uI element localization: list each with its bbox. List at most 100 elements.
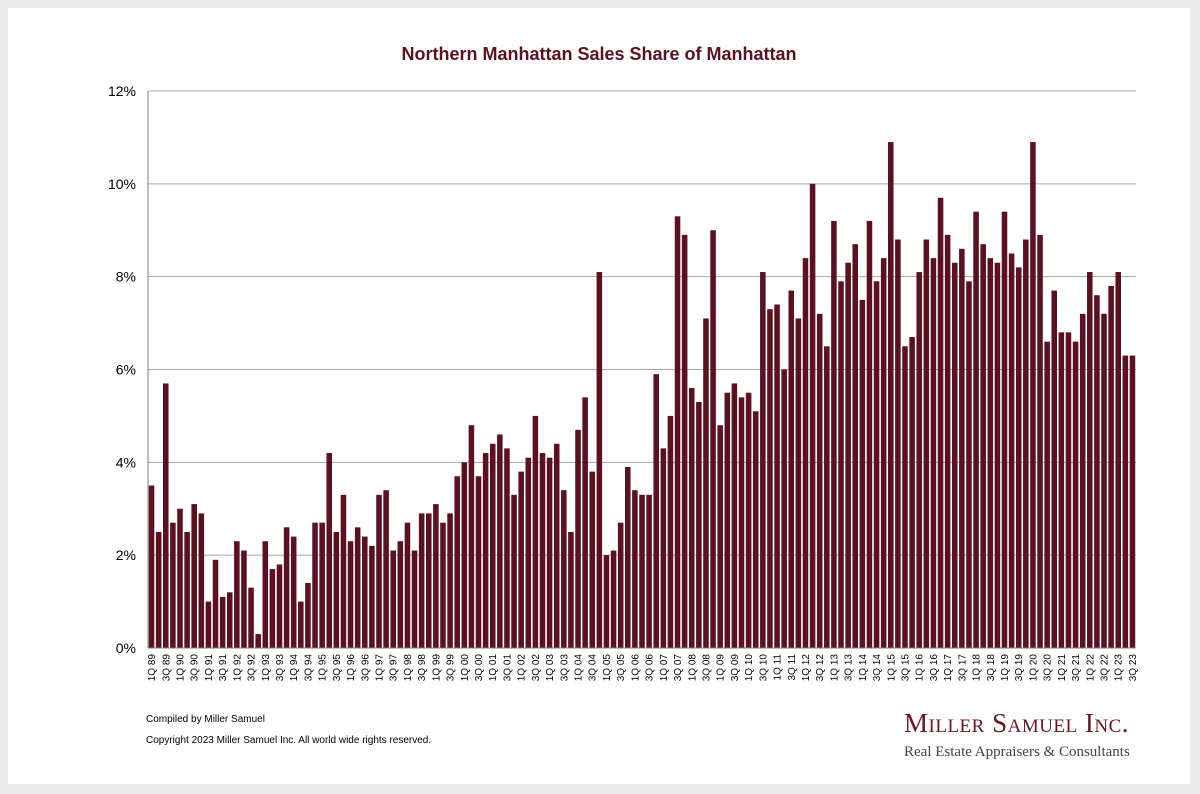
bar xyxy=(276,564,283,648)
x-tick-label: 3Q 22 xyxy=(1100,654,1111,682)
x-tick-label: 1Q 02 xyxy=(517,654,528,682)
bar xyxy=(696,401,702,648)
x-tick-label: 3Q 15 xyxy=(900,654,911,682)
bar xyxy=(710,230,716,648)
bar xyxy=(688,388,695,648)
bar xyxy=(148,485,155,648)
y-tick-label: 0% xyxy=(116,640,136,656)
bar xyxy=(859,299,866,648)
bar xyxy=(944,234,951,648)
axes xyxy=(147,91,1136,649)
bar xyxy=(731,383,738,648)
x-tick-label: 3Q 18 xyxy=(986,654,997,682)
x-tick-label: 3Q 94 xyxy=(303,654,314,682)
bar xyxy=(717,425,723,648)
bar xyxy=(845,262,851,648)
bar xyxy=(461,462,468,648)
x-tick-label: 3Q 01 xyxy=(502,654,513,682)
bar xyxy=(752,411,759,648)
y-tick-label: 2% xyxy=(116,547,136,563)
bar xyxy=(745,392,752,648)
y-tick-label: 12% xyxy=(108,83,136,99)
x-tick-label: 1Q 21 xyxy=(1057,654,1068,682)
x-tick-label: 3Q 21 xyxy=(1071,654,1082,682)
bar xyxy=(340,494,347,648)
bar xyxy=(667,415,674,648)
x-tick-label: 3Q 06 xyxy=(645,654,656,682)
bar xyxy=(1030,142,1036,648)
y-tick-label: 8% xyxy=(116,269,136,285)
bar xyxy=(482,453,489,648)
bar xyxy=(838,281,844,648)
bar xyxy=(497,434,503,648)
bar xyxy=(411,550,418,648)
bar xyxy=(354,527,361,648)
bar xyxy=(511,494,517,648)
bar xyxy=(916,272,922,648)
bar xyxy=(639,494,645,648)
bar xyxy=(248,587,254,648)
x-tick-label: 3Q 90 xyxy=(190,654,201,682)
x-tick-label: 1Q 11 xyxy=(773,654,784,681)
bar xyxy=(888,142,894,648)
x-tick-label: 1Q 06 xyxy=(630,654,641,682)
x-tick-label: 1Q 91 xyxy=(204,654,215,682)
bar xyxy=(980,244,986,649)
x-tick-label: 3Q 20 xyxy=(1043,654,1054,682)
bar xyxy=(674,216,681,648)
bar xyxy=(525,457,532,648)
x-tick-label: 3Q 98 xyxy=(417,654,428,682)
bars xyxy=(148,142,1136,649)
bar xyxy=(816,313,823,648)
bar xyxy=(966,281,972,648)
bar xyxy=(959,248,965,649)
bar xyxy=(568,531,574,648)
bar xyxy=(575,429,581,648)
x-tick-label: 3Q 93 xyxy=(275,654,286,682)
bar xyxy=(1094,295,1100,648)
bar xyxy=(518,471,524,648)
bar xyxy=(269,569,276,648)
bar xyxy=(1037,234,1043,648)
x-tick-label: 1Q 16 xyxy=(915,654,926,682)
bar xyxy=(994,262,1001,648)
x-tick-label: 1Q 09 xyxy=(716,654,727,682)
bar xyxy=(326,453,333,648)
x-tick-label: 1Q 95 xyxy=(318,654,329,682)
x-tick-label: 1Q 15 xyxy=(886,654,897,682)
bar xyxy=(433,504,439,648)
bar xyxy=(468,425,475,648)
bar xyxy=(170,522,176,648)
bar xyxy=(319,522,325,648)
bar xyxy=(653,374,659,648)
x-tick-label: 1Q 04 xyxy=(574,654,585,682)
bar xyxy=(703,318,709,648)
x-tick-label: 3Q 96 xyxy=(360,654,371,682)
bar xyxy=(553,443,560,648)
bar xyxy=(617,522,624,648)
bar xyxy=(184,531,190,648)
x-tick-label: 1Q 90 xyxy=(175,654,186,682)
x-tick-label: 3Q 14 xyxy=(872,654,883,682)
x-tick-label: 3Q 10 xyxy=(758,654,769,682)
bar xyxy=(788,290,795,648)
bar xyxy=(937,197,944,648)
bar xyxy=(347,541,354,648)
bar xyxy=(1072,341,1079,648)
bar xyxy=(1101,313,1107,648)
y-tick-labels: 0% 2% 4% 6% 8% 10% 12% xyxy=(108,83,136,656)
bar xyxy=(1122,355,1129,648)
bar xyxy=(831,220,837,648)
x-tick-label: 3Q 92 xyxy=(247,654,258,682)
bar xyxy=(362,536,368,648)
bar xyxy=(809,183,816,649)
bar xyxy=(212,559,219,648)
y-tick-label: 6% xyxy=(116,362,136,378)
x-tick-label: 1Q 93 xyxy=(261,654,272,682)
x-tick-label: 1Q 17 xyxy=(943,654,954,682)
x-tick-label: 1Q 18 xyxy=(972,654,983,682)
x-tick-label: 3Q 08 xyxy=(701,654,712,682)
x-tick-label: 3Q 11 xyxy=(787,654,798,681)
x-tick-label: 3Q 02 xyxy=(531,654,542,682)
x-tick-label: 3Q 95 xyxy=(332,654,343,682)
